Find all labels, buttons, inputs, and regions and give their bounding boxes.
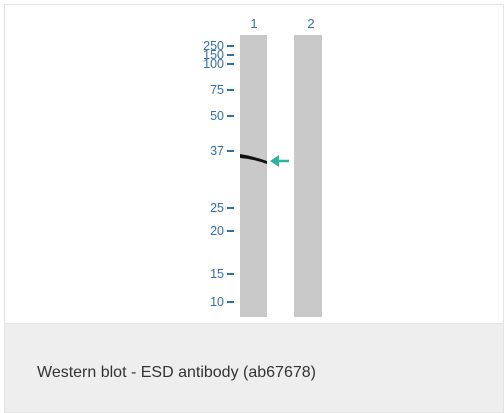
- marker-label-75: 75: [210, 83, 224, 97]
- marker-label-50: 50: [210, 109, 224, 123]
- marker-label-150: 150: [203, 48, 224, 62]
- protein-band: [240, 154, 267, 164]
- marker-label-250: 250: [203, 39, 224, 53]
- western-blot-figure: 1 2 250 150 100 75 50 37 25 20 15 10: [5, 5, 503, 323]
- band-arrow-icon: [270, 155, 289, 167]
- marker-label-37: 37: [210, 144, 224, 158]
- caption-area: Western blot - ESD antibody (ab67678): [5, 323, 503, 412]
- marker-label-15: 15: [210, 267, 224, 281]
- lane-label-2: 2: [307, 16, 314, 31]
- marker-label-20: 20: [210, 224, 224, 238]
- marker-label-25: 25: [210, 201, 224, 215]
- marker-label-100: 100: [203, 57, 224, 71]
- lane-1: [240, 35, 267, 317]
- marker-label-10: 10: [210, 295, 224, 309]
- figure-caption: Western blot - ESD antibody (ab67678): [37, 364, 316, 381]
- lane-label-1: 1: [250, 16, 257, 31]
- lane-2: [294, 35, 322, 317]
- blot-card: 1 2 250 150 100 75 50 37 25 20 15 10 Western blot…: [4, 4, 504, 413]
